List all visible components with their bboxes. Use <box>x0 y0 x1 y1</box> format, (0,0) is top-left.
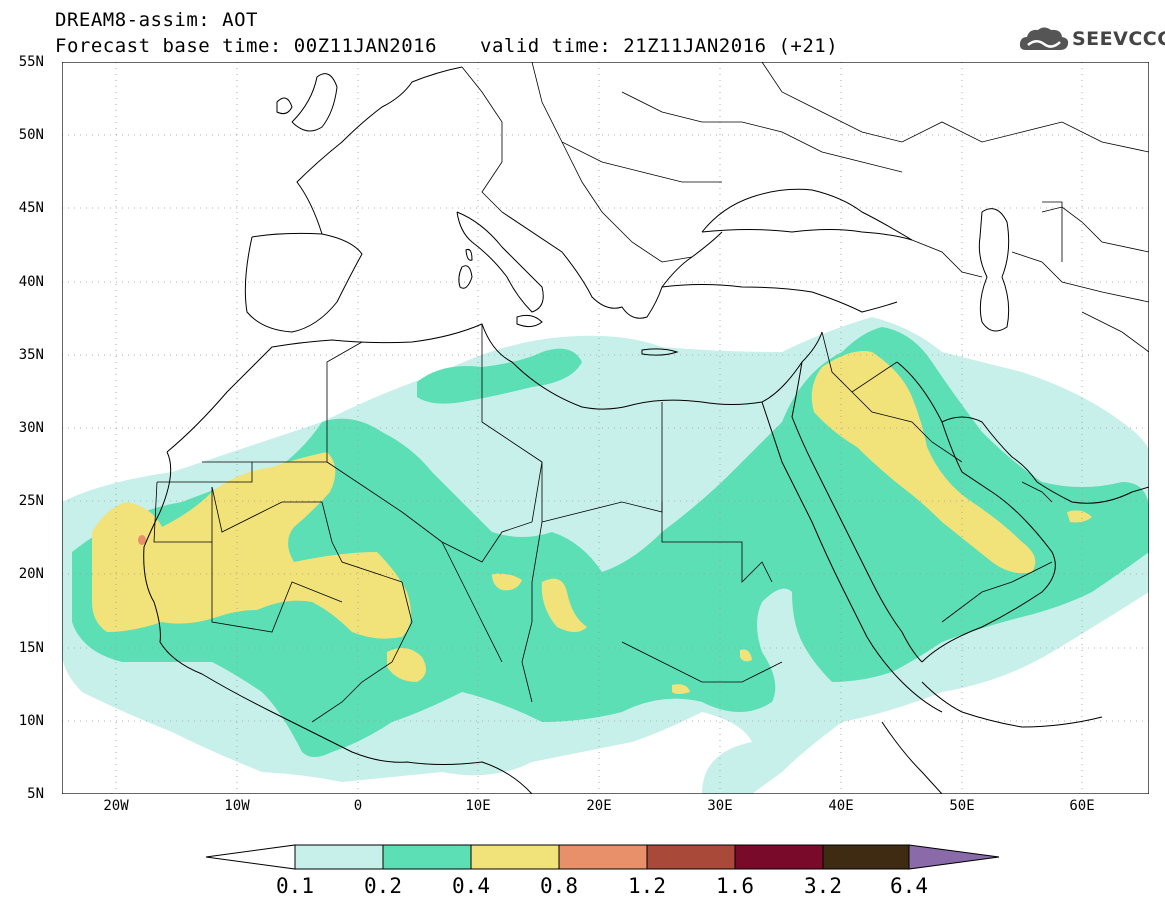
colorbar-label-0.8: 0.8 <box>540 874 578 898</box>
lat-label-30n: 30N <box>18 420 44 436</box>
colorbar-label-6.4: 6.4 <box>890 874 928 898</box>
aot-region-04 <box>92 351 1092 694</box>
lat-label-40n: 40N <box>18 274 44 290</box>
graticule <box>62 62 1149 794</box>
lon-label-60e: 60E <box>1069 798 1095 814</box>
lon-label-20w: 20W <box>103 798 129 814</box>
colorbar-arrow-high <box>908 844 1000 870</box>
colorbar <box>205 844 1000 870</box>
colorbar-label-0.2: 0.2 <box>364 874 402 898</box>
lat-label-45n: 45N <box>18 200 44 216</box>
coastlines <box>143 66 1149 794</box>
lon-label-40e: 40E <box>828 798 854 814</box>
lon-label-50e: 50E <box>949 798 975 814</box>
country-borders <box>153 62 1149 723</box>
lon-label-10e: 10E <box>465 798 491 814</box>
lat-label-35n: 35N <box>18 347 44 363</box>
colorbar-label-3.2: 3.2 <box>804 874 842 898</box>
lat-label-5n: 5N <box>27 786 44 802</box>
aot-region-08 <box>138 535 146 545</box>
lon-label-30e: 30E <box>707 798 733 814</box>
map-title: DREAM8-assim: AOT <box>55 9 258 31</box>
lat-label-10n: 10N <box>18 713 44 729</box>
logo-text: SEEVCCC <box>1072 28 1165 50</box>
lat-label-20n: 20N <box>18 566 44 582</box>
colorbar-label-1.6: 1.6 <box>716 874 754 898</box>
lat-label-15n: 15N <box>18 640 44 656</box>
colorbar-bin-02-04 <box>382 844 472 870</box>
colorbar-bin-01-02 <box>294 844 384 870</box>
lon-label-10w: 10W <box>224 798 250 814</box>
forecast-base-time: Forecast base time: 00Z11JAN2016 <box>55 35 438 57</box>
cloud-icon <box>1019 27 1069 50</box>
colorbar-label-1.2: 1.2 <box>628 874 666 898</box>
lon-label-0: 0 <box>353 798 363 814</box>
colorbar-bin-08-12 <box>558 844 648 870</box>
colorbar-label-0.1: 0.1 <box>276 874 314 898</box>
seevccc-logo: SEEVCCC <box>1018 24 1165 54</box>
colorbar-label-0.4: 0.4 <box>452 874 490 898</box>
colorbar-bin-04-08 <box>470 844 560 870</box>
lat-label-55n: 55N <box>18 54 44 70</box>
lat-label-50n: 50N <box>18 127 44 143</box>
lon-label-20e: 20E <box>586 798 612 814</box>
valid-time: valid time: 21Z11JAN2016 (+21) <box>480 35 839 57</box>
colorbar-bin-12-16 <box>646 844 736 870</box>
colorbar-bin-32-64 <box>822 844 910 870</box>
colorbar-bin-16-32 <box>734 844 824 870</box>
colorbar-arrow-low <box>205 844 296 870</box>
aot-map <box>62 62 1149 794</box>
lat-label-25n: 25N <box>18 493 44 509</box>
